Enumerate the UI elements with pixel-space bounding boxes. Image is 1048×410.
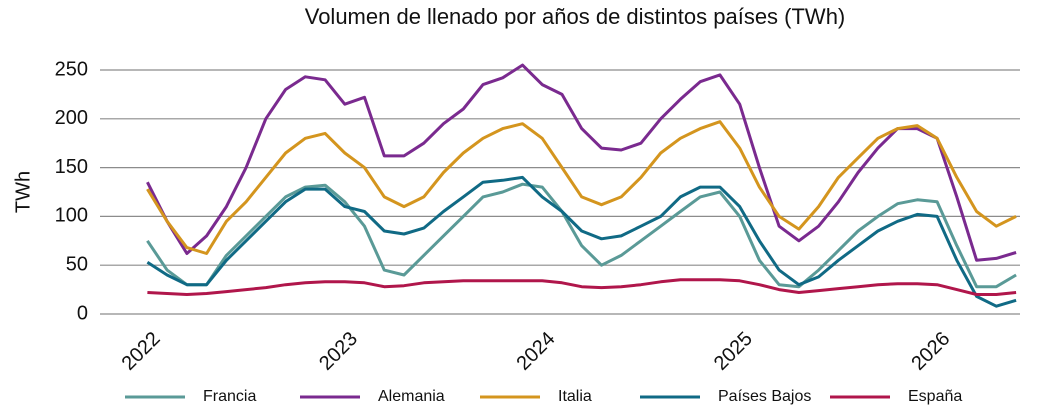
- legend-label: Alemania: [378, 388, 445, 405]
- series-line: [146, 182, 1017, 289]
- x-tick-label: 2026: [907, 328, 954, 375]
- series-line: [147, 278, 1017, 296]
- legend-label: Países Bajos: [718, 388, 811, 405]
- x-tick-label: 2023: [315, 328, 362, 375]
- y-tick-label: 250: [55, 58, 88, 80]
- x-tick-label: 2022: [118, 328, 165, 375]
- y-axis-label: TWh: [12, 171, 34, 213]
- x-tick-label: 2025: [710, 328, 757, 375]
- y-tick-label: 200: [55, 107, 88, 129]
- series-line: [146, 63, 1017, 262]
- series-line: [146, 120, 1017, 255]
- y-tick-label: 50: [66, 253, 88, 275]
- y-tick-label: 150: [55, 156, 88, 178]
- legend-label: España: [908, 388, 962, 405]
- y-tick-label: 100: [55, 205, 88, 227]
- chart-title: Volumen de llenado por años de distintos…: [305, 4, 846, 29]
- x-tick-label: 2024: [512, 328, 559, 375]
- y-tick-label: 0: [77, 302, 88, 324]
- series-line: [146, 175, 1017, 308]
- legend-label: Francia: [203, 388, 256, 405]
- legend-label: Italia: [558, 388, 592, 405]
